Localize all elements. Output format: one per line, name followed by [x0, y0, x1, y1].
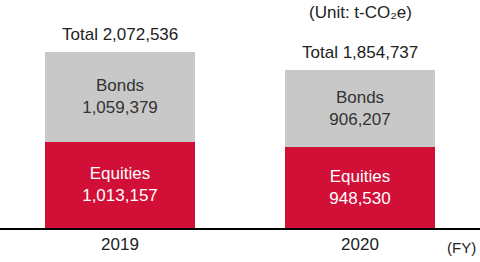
svg-text:Equities1,013,157: Equities1,013,157 — [82, 164, 158, 205]
svg-text:Bonds1,059,379: Bonds1,059,379 — [82, 76, 158, 117]
svg-text:(FY): (FY) — [447, 239, 476, 256]
svg-text:Total 1,854,737: Total 1,854,737 — [302, 43, 418, 62]
svg-text:Bonds906,207: Bonds906,207 — [329, 88, 390, 129]
svg-text:(Unit: t-CO₂e): (Unit: t-CO₂e) — [309, 3, 412, 22]
svg-text:2019: 2019 — [101, 235, 139, 254]
svg-text:Equities948,530: Equities948,530 — [329, 167, 390, 208]
svg-text:2020: 2020 — [341, 235, 379, 254]
svg-text:Total 2,072,536: Total 2,072,536 — [62, 25, 178, 44]
